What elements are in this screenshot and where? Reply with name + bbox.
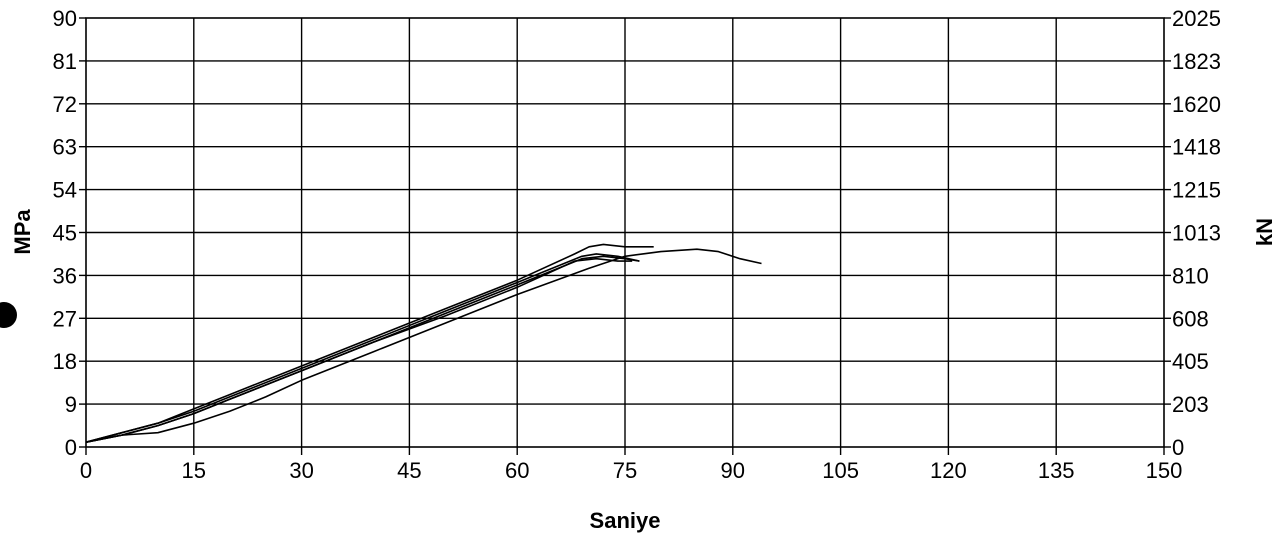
x-tick-label: 75 xyxy=(613,458,637,483)
y-tick-label: 90 xyxy=(53,6,77,31)
x-tick-label: 90 xyxy=(721,458,745,483)
y2-tick-label: 203 xyxy=(1172,392,1209,417)
series-line-3 xyxy=(85,255,640,443)
y2-tick-label: 608 xyxy=(1172,306,1209,331)
x-axis-ticks: 0 15 30 45 60 75 90 105 120 135 150 xyxy=(80,447,1182,483)
y-tick-label: 36 xyxy=(53,263,77,288)
grid xyxy=(86,18,1164,447)
y-tick-label: 63 xyxy=(53,135,77,160)
series-line-4 xyxy=(85,257,633,443)
y2-axis-ticks: 0 203 405 608 810 1013 1215 1418 1620 1823 2025 xyxy=(1164,6,1221,460)
y2-tick-label: 1418 xyxy=(1172,135,1221,160)
y-axis-ticks: 0 9 18 27 36 45 54 63 72 81 90 xyxy=(53,6,86,460)
y-tick-label: 72 xyxy=(53,92,77,117)
x-tick-label: 105 xyxy=(822,458,859,483)
x-tick-label: 15 xyxy=(182,458,206,483)
y-axis-title: MPa xyxy=(10,209,35,255)
y-tick-label: 27 xyxy=(53,306,77,331)
x-axis-title: Saniye xyxy=(590,508,661,533)
series-group xyxy=(85,243,762,443)
x-tick-label: 0 xyxy=(80,458,92,483)
y-tick-label: 81 xyxy=(53,49,77,74)
y-tick-label: 9 xyxy=(65,392,77,417)
y2-tick-label: 2025 xyxy=(1172,6,1221,31)
x-tick-label: 150 xyxy=(1146,458,1183,483)
y2-tick-label: 1013 xyxy=(1172,221,1221,246)
binder-hole-mark xyxy=(0,302,17,328)
y2-tick-label: 1620 xyxy=(1172,92,1221,117)
x-tick-label: 120 xyxy=(930,458,967,483)
y-tick-label: 45 xyxy=(53,221,77,246)
y-tick-label: 54 xyxy=(53,178,77,203)
y-tick-label: 18 xyxy=(53,349,77,374)
series-line-5 xyxy=(85,248,762,443)
y-tick-label: 0 xyxy=(65,435,77,460)
y2-tick-label: 810 xyxy=(1172,263,1209,288)
y2-tick-label: 1215 xyxy=(1172,178,1221,203)
x-tick-label: 45 xyxy=(397,458,421,483)
x-tick-label: 30 xyxy=(289,458,313,483)
y2-tick-label: 1823 xyxy=(1172,49,1221,74)
y2-tick-label: 0 xyxy=(1172,435,1184,460)
x-tick-label: 60 xyxy=(505,458,529,483)
x-tick-label: 135 xyxy=(1038,458,1075,483)
y2-tick-label: 405 xyxy=(1172,349,1209,374)
y2-axis-title: kN xyxy=(1252,218,1277,246)
series-line-2 xyxy=(85,253,640,443)
